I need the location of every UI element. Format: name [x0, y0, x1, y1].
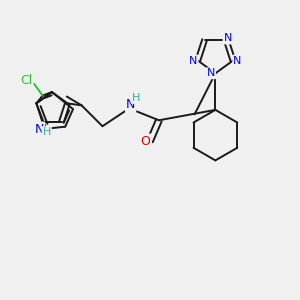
Text: N: N	[224, 34, 232, 44]
Text: H: H	[43, 127, 51, 137]
Text: N: N	[126, 98, 135, 111]
Text: N: N	[207, 68, 215, 78]
Text: N: N	[34, 122, 44, 136]
Text: Cl: Cl	[20, 74, 33, 87]
Text: H: H	[131, 93, 140, 103]
Text: N: N	[189, 56, 198, 66]
Text: O: O	[141, 135, 151, 148]
Text: N: N	[233, 56, 242, 66]
